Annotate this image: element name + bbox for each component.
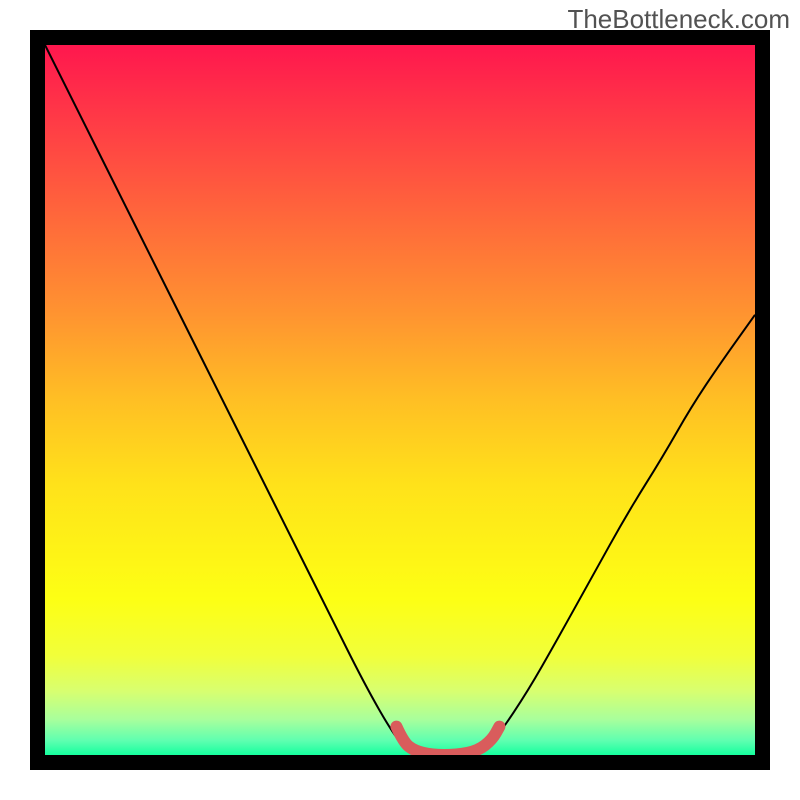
bottleneck-chart: [0, 0, 800, 800]
chart-container: TheBottleneck.com: [0, 0, 800, 800]
plot-background: [45, 45, 755, 755]
watermark-text: TheBottleneck.com: [567, 4, 790, 35]
